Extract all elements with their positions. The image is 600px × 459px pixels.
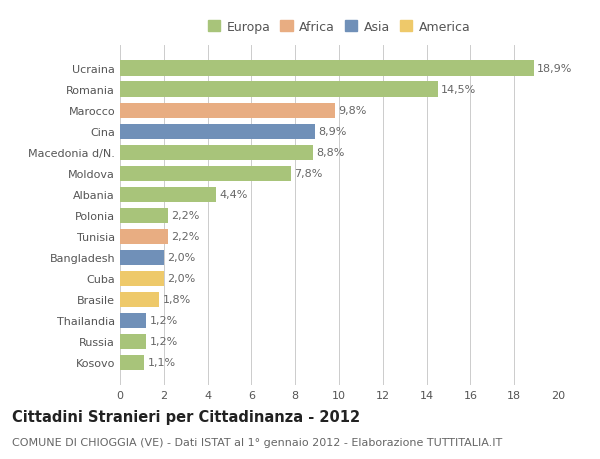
Text: 8,8%: 8,8% <box>316 148 344 158</box>
Text: 18,9%: 18,9% <box>537 64 572 74</box>
Bar <box>120 334 146 349</box>
Text: COMUNE DI CHIOGGIA (VE) - Dati ISTAT al 1° gennaio 2012 - Elaborazione TUTTITALI: COMUNE DI CHIOGGIA (VE) - Dati ISTAT al … <box>12 437 502 448</box>
Bar <box>120 187 217 202</box>
Text: 1,2%: 1,2% <box>149 336 178 347</box>
Text: 2,0%: 2,0% <box>167 274 196 284</box>
Bar <box>120 145 313 160</box>
Bar <box>120 271 164 286</box>
Text: 8,9%: 8,9% <box>318 127 347 137</box>
Text: 7,8%: 7,8% <box>294 169 322 179</box>
Text: Cittadini Stranieri per Cittadinanza - 2012: Cittadini Stranieri per Cittadinanza - 2… <box>12 409 360 425</box>
Bar <box>120 62 534 77</box>
Text: 9,8%: 9,8% <box>338 106 366 116</box>
Bar <box>120 124 315 140</box>
Bar <box>120 313 146 328</box>
Legend: Europa, Africa, Asia, America: Europa, Africa, Asia, America <box>205 18 473 36</box>
Text: 1,1%: 1,1% <box>148 358 176 368</box>
Text: 1,2%: 1,2% <box>149 316 178 325</box>
Text: 2,0%: 2,0% <box>167 253 196 263</box>
Text: 1,8%: 1,8% <box>163 295 191 305</box>
Bar <box>120 82 437 97</box>
Bar <box>120 292 160 307</box>
Bar <box>120 355 144 370</box>
Bar <box>120 250 164 265</box>
Text: 2,2%: 2,2% <box>172 232 200 242</box>
Text: 14,5%: 14,5% <box>441 85 476 95</box>
Bar <box>120 208 168 223</box>
Text: 4,4%: 4,4% <box>220 190 248 200</box>
Bar <box>120 166 291 181</box>
Bar <box>120 229 168 244</box>
Text: 2,2%: 2,2% <box>172 211 200 221</box>
Bar <box>120 103 335 118</box>
